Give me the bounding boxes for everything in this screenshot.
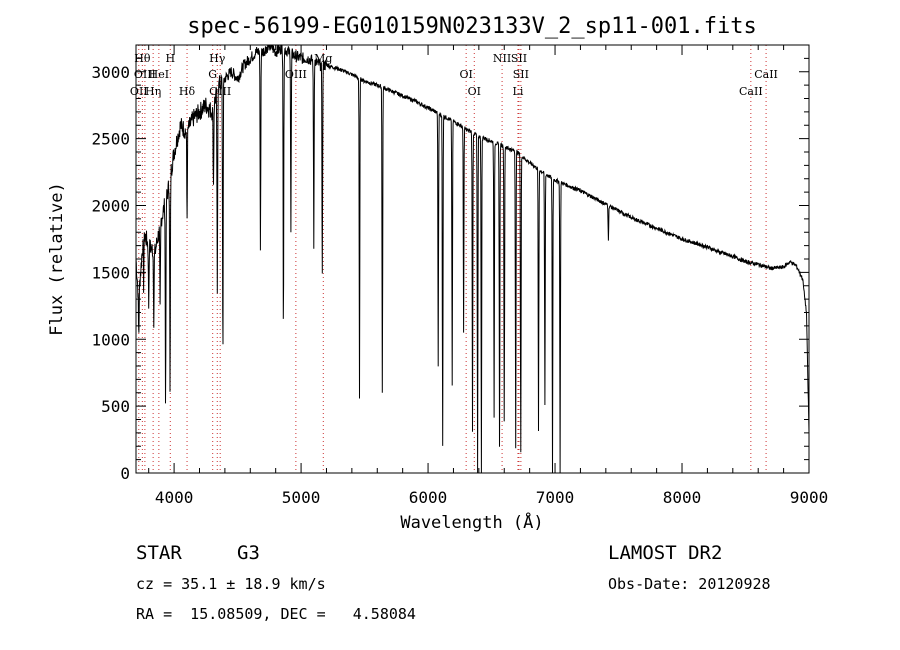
marker-label-3: Hη <box>145 85 161 98</box>
coordinates-readout: RA = 15.08509, DEC = 4.58084 <box>136 605 416 623</box>
x-tick-label-0: 4000 <box>155 488 194 507</box>
y-tick-label-0: 0 <box>120 464 130 483</box>
spectrum-line <box>135 44 810 474</box>
marker-label-5: H <box>165 52 175 65</box>
marker-label-17: Li <box>513 85 524 98</box>
y-tick-label-2: 1000 <box>91 330 130 349</box>
y-tick-label-3: 1500 <box>91 263 130 282</box>
marker-label-8: G <box>208 68 217 81</box>
x-axis-label: Wavelength (Å) <box>400 511 543 533</box>
marker-label-16: SII <box>513 68 529 81</box>
y-tick-label-4: 2000 <box>91 197 130 216</box>
marker-label-1: Hθ <box>134 52 151 65</box>
y-tick-label-5: 2500 <box>91 130 130 149</box>
marker-label-12: OI <box>459 68 472 81</box>
marker-label-18: CaII <box>739 85 763 98</box>
marker-label-6: Hδ <box>179 85 196 98</box>
x-tick-label-4: 8000 <box>663 488 702 507</box>
y-tick-label-6: 3000 <box>91 63 130 82</box>
chart-title: spec-56199-EG010159N023133V_2_sp11-001.f… <box>187 14 757 39</box>
y-axis-label: Flux (relative) <box>47 182 67 336</box>
object-subclass: G3 <box>237 542 260 564</box>
x-tick-label-5: 9000 <box>790 488 829 507</box>
marker-label-13: OI <box>468 85 481 98</box>
marker-label-0: OII <box>130 85 148 98</box>
object-class: STAR <box>136 542 182 564</box>
marker-label-14: NII <box>493 52 511 65</box>
observation-date: Obs-Date: 20120928 <box>608 575 771 593</box>
spectrum-series <box>135 44 810 474</box>
x-tick-label-3: 7000 <box>536 488 575 507</box>
marker-label-9: OIII <box>209 85 231 98</box>
marker-label-7: Hγ <box>209 52 226 65</box>
marker-label-10: OIII <box>285 68 307 81</box>
redshift-readout: cz = 35.1 ± 18.9 km/s <box>136 575 326 593</box>
marker-label-4: HeI <box>149 68 169 81</box>
marker-label-15: SII <box>511 52 527 65</box>
survey-name: LAMOST DR2 <box>608 542 722 564</box>
x-tick-label-1: 5000 <box>282 488 321 507</box>
x-tick-label-2: 6000 <box>409 488 448 507</box>
x-axis-ticks: 4000 5000 6000 7000 8000 9000 <box>148 45 829 507</box>
y-axis-ticks: 0 500 1000 1500 2000 2500 3000 <box>91 57 809 483</box>
y-tick-label-1: 500 <box>101 397 130 416</box>
marker-label-19: CaII <box>754 68 778 81</box>
